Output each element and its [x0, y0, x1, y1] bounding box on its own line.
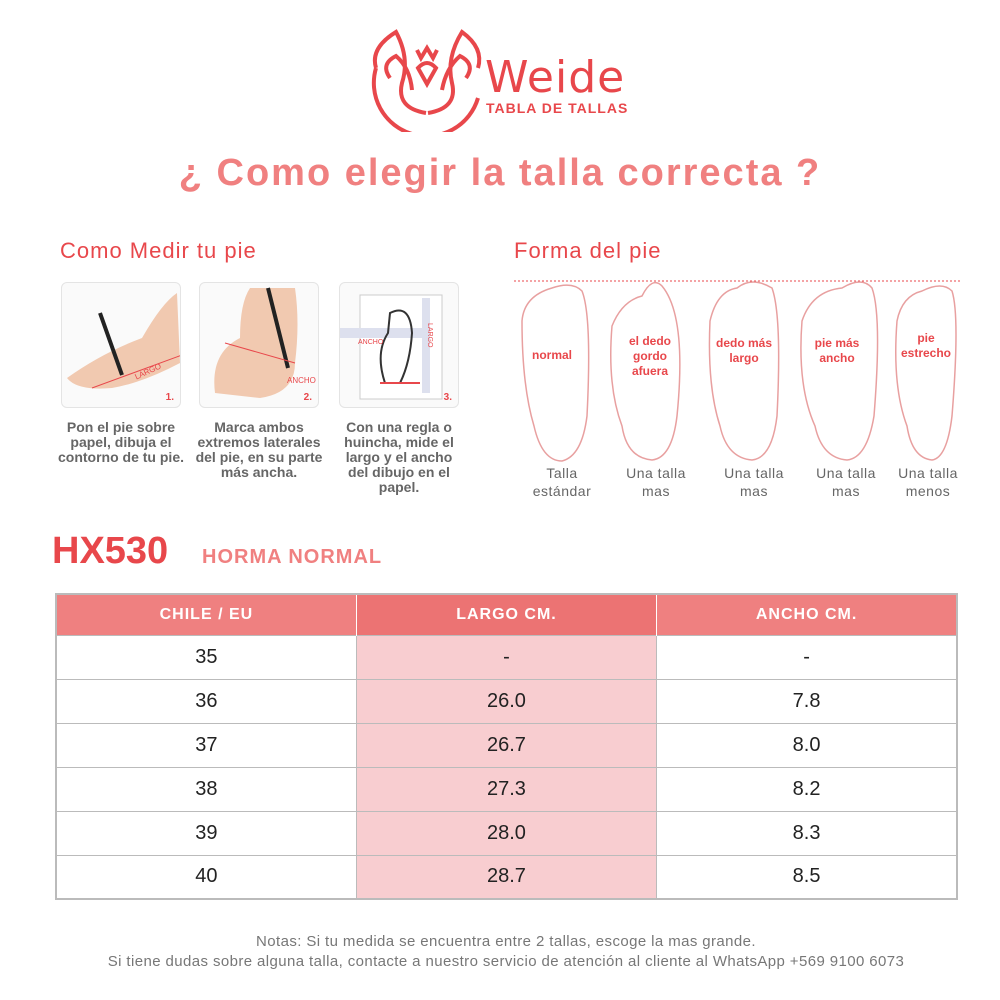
foot-caption-bunion: Una talla mas — [626, 465, 686, 499]
cell-width: 8.3 — [656, 810, 958, 856]
foot-label-long-toe: dedo más largo — [715, 336, 772, 365]
cell-size: 39 — [55, 810, 357, 856]
weide-logo-icon — [371, 29, 482, 132]
header-width: ANCHO CM. — [656, 594, 957, 635]
cell-length: 28.7 — [355, 854, 658, 900]
cell-size: 35 — [55, 634, 357, 680]
table-row: 37 26.7 8.0 — [55, 722, 958, 768]
foot-label-bunion: el dedo gordo afuera — [628, 334, 671, 378]
model-code: HX530 — [52, 530, 169, 572]
foot-wide-icon — [800, 281, 879, 461]
header-size: CHILE / EU — [56, 594, 357, 635]
model-last: HORMA NORMAL — [202, 546, 383, 568]
cell-size: 40 — [55, 854, 357, 900]
step-2-photo: ANCHO 2. — [199, 282, 319, 408]
cell-size: 38 — [55, 766, 357, 812]
table-row: 36 26.0 7.8 — [55, 678, 958, 724]
table-header: CHILE / EU LARGO CM. ANCHO CM. — [56, 594, 957, 635]
foot-normal-icon — [521, 284, 590, 462]
table-row: 40 28.7 8.5 — [55, 854, 958, 900]
table-row: 35- - — [55, 634, 958, 680]
foot-label-narrow: pie estrecho — [900, 331, 952, 360]
header-length: LARGO CM. — [356, 594, 658, 635]
cell-length: 26.7 — [355, 722, 658, 768]
page-title: ¿ Como elegir la talla correcta ? — [178, 152, 822, 194]
cell-width: - — [656, 634, 958, 680]
foot-narrow-icon — [895, 285, 957, 461]
cell-width: 7.8 — [656, 678, 958, 724]
measure-heading: Como Medir tu pie — [60, 238, 257, 263]
foot-caption-wide: Una talla mas — [816, 465, 876, 499]
shape-heading: Forma del pie — [514, 238, 662, 263]
foot-caption-narrow: Una talla menos — [898, 465, 958, 499]
cell-length: 27.3 — [355, 766, 658, 812]
step-3-photo: ANCHO LARGO 3. — [339, 282, 459, 408]
brand-name: Weide — [485, 52, 626, 103]
foot-label-normal: normal — [531, 348, 572, 362]
cell-size: 36 — [55, 678, 357, 724]
brand-subtitle: TABLA DE TALLAS — [486, 100, 629, 116]
cell-length: - — [355, 634, 658, 680]
cell-size: 37 — [55, 722, 357, 768]
foot-long-toe-icon — [708, 281, 780, 461]
foot-label-wide: pie más ancho — [814, 336, 860, 365]
step-1-photo: LARGO 1. — [61, 282, 181, 408]
note-line-2: Si tiene dudas sobre alguna talla, conta… — [107, 953, 905, 970]
step-2-text: Marca ambos extremos laterales del pie, … — [195, 419, 323, 480]
foot-bunion-icon — [610, 281, 681, 461]
cell-length: 28.0 — [355, 810, 658, 856]
step-3-text: Con una regla o huincha, mide el largo y… — [344, 419, 454, 495]
note-line-1: Notas: Si tu medida se encuentra entre 2… — [256, 933, 756, 950]
size-table: CHILE / EU LARGO CM. ANCHO CM. 35- - 36 26… — [55, 593, 958, 900]
table-row: 38 27.3 8.2 — [55, 766, 958, 812]
cell-width: 8.0 — [656, 722, 958, 768]
cell-width: 8.2 — [656, 766, 958, 812]
foot-caption-normal: Talla estándar — [532, 465, 592, 499]
cell-width: 8.5 — [656, 854, 958, 900]
foot-caption-long-toe: Una talla mas — [724, 465, 784, 499]
step-1-text: Pon el pie sobre papel, dibuja el contor… — [58, 419, 184, 465]
foot-shapes-diagram — [514, 280, 960, 462]
cell-length: 26.0 — [355, 678, 658, 724]
table-row: 39 28.0 8.3 — [55, 810, 958, 856]
